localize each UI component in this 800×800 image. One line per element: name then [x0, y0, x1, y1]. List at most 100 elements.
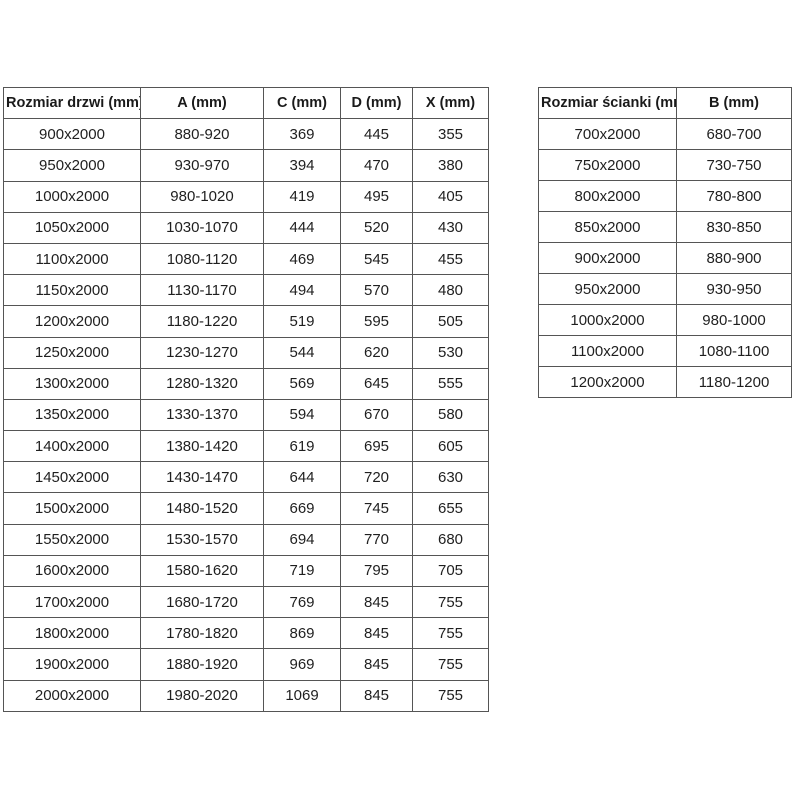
- table-cell: 619: [263, 430, 341, 463]
- table-cell: 1000x2000: [538, 304, 677, 336]
- table-cell: 569: [263, 367, 341, 400]
- table-cell: 770: [340, 523, 413, 556]
- table-cell: 645: [340, 367, 413, 400]
- table-row: 1300x2000 1280-1320 569 645 555: [3, 367, 489, 400]
- table-cell: 880-900: [676, 242, 792, 274]
- table-cell: 850x2000: [538, 211, 677, 243]
- table-cell: 1080-1120: [140, 242, 264, 276]
- table-cell: 380: [412, 149, 489, 182]
- table-cell: 1200x2000: [538, 366, 677, 398]
- table-cell: 1069: [263, 679, 341, 712]
- column-header: B (mm): [676, 87, 792, 119]
- table-cell: 470: [340, 149, 413, 182]
- table-cell: 419: [263, 180, 341, 213]
- table-cell: 669: [263, 492, 341, 525]
- table-cell: 1550x2000: [3, 523, 141, 556]
- table-cell: 830-850: [676, 211, 792, 243]
- column-header: X (mm): [412, 86, 489, 120]
- table-row: 1200x2000 1180-1220 519 595 505: [3, 305, 489, 338]
- table-cell: 980-1020: [140, 180, 264, 213]
- table-cell: 1800x2000: [3, 617, 141, 650]
- table-row: 1550x2000 1530-1570 694 770 680: [3, 523, 489, 556]
- table-cell: 720: [340, 461, 413, 494]
- table-cell: 430: [412, 211, 489, 244]
- table-row: 700x2000 680-700: [538, 118, 792, 150]
- table-cell: 1150x2000: [3, 274, 141, 307]
- table-row: 1100x2000 1080-1100: [538, 335, 792, 367]
- table-cell: 530: [412, 336, 489, 369]
- door-size-table: Rozmiar drzwi (mm) A (mm) C (mm) D (mm) X (m…: [3, 86, 489, 712]
- table-cell: 769: [263, 585, 341, 619]
- table-row: 1800x2000 1780-1820 869 845 755: [3, 617, 489, 650]
- table-cell: 680-700: [676, 118, 792, 150]
- table-cell: 950x2000: [538, 273, 677, 305]
- table-cell: 1300x2000: [3, 367, 141, 400]
- table-cell: 755: [412, 679, 489, 712]
- table-cell: 1900x2000: [3, 648, 141, 681]
- header-row: Rozmiar ścianki (mm) B (mm): [538, 87, 792, 119]
- table-row: 900x2000 880-900: [538, 242, 792, 274]
- table-cell: 670: [340, 398, 413, 432]
- table-cell: 1180-1200: [676, 366, 792, 398]
- table-cell: 1480-1520: [140, 492, 264, 525]
- table-row: 950x2000 930-950: [538, 273, 792, 305]
- table-cell: 620: [340, 336, 413, 369]
- table-cell: 1400x2000: [3, 430, 141, 463]
- table-cell: 644: [263, 461, 341, 494]
- table-cell: 780-800: [676, 180, 792, 212]
- table-cell: 369: [263, 118, 341, 151]
- table-cell: 1230-1270: [140, 336, 264, 369]
- table-cell: 845: [340, 617, 413, 650]
- table-cell: 2000x2000: [3, 679, 141, 712]
- table-cell: 1430-1470: [140, 461, 264, 494]
- table-cell: 655: [412, 492, 489, 525]
- table-cell: 1980-2020: [140, 679, 264, 712]
- table-cell: 1100x2000: [538, 335, 677, 367]
- table-cell: 719: [263, 554, 341, 588]
- table-cell: 900x2000: [3, 118, 141, 151]
- table-cell: 705: [412, 554, 489, 588]
- table-cell: 755: [412, 648, 489, 681]
- table-row: 750x2000 730-750: [538, 149, 792, 181]
- table-cell: 845: [340, 648, 413, 681]
- table-row: 1450x2000 1430-1470 644 720 630: [3, 461, 489, 494]
- table-cell: 445: [340, 118, 413, 151]
- table-cell: 495: [340, 180, 413, 213]
- table-cell: 1330-1370: [140, 398, 264, 432]
- table-cell: 1380-1420: [140, 430, 264, 463]
- table-cell: 700x2000: [538, 118, 677, 150]
- table-row: 1600x2000 1580-1620 719 795 705: [3, 554, 489, 588]
- table-cell: 845: [340, 679, 413, 712]
- table-cell: 1780-1820: [140, 617, 264, 650]
- table-row: 1100x2000 1080-1120 469 545 455: [3, 242, 489, 276]
- column-header: A (mm): [140, 86, 264, 120]
- column-header: Rozmiar drzwi (mm): [3, 86, 141, 120]
- table-row: 1150x2000 1130-1170 494 570 480: [3, 274, 489, 307]
- table-row: 1000x2000 980-1000: [538, 304, 792, 336]
- column-header: D (mm): [340, 86, 413, 120]
- table-cell: 570: [340, 274, 413, 307]
- table-cell: 1580-1620: [140, 554, 264, 588]
- table-row: 800x2000 780-800: [538, 180, 792, 212]
- table-row: 2000x2000 1980-2020 1069 845 755: [3, 679, 489, 712]
- table-cell: 1280-1320: [140, 367, 264, 400]
- column-header: Rozmiar ścianki (mm): [538, 87, 677, 119]
- table-row: 1900x2000 1880-1920 969 845 755: [3, 648, 489, 681]
- table-row: 1350x2000 1330-1370 594 670 580: [3, 398, 489, 432]
- table-cell: 980-1000: [676, 304, 792, 336]
- table-cell: 800x2000: [538, 180, 677, 212]
- table-cell: 595: [340, 305, 413, 338]
- table-cell: 1700x2000: [3, 585, 141, 619]
- table-cell: 494: [263, 274, 341, 307]
- table-cell: 1000x2000: [3, 180, 141, 213]
- table-cell: 880-920: [140, 118, 264, 151]
- table-cell: 1100x2000: [3, 242, 141, 276]
- wall-size-table: Rozmiar ścianki (mm) B (mm) 700x2000 680-70…: [538, 87, 792, 398]
- table-cell: 1030-1070: [140, 211, 264, 244]
- table-row: 1400x2000 1380-1420 619 695 605: [3, 430, 489, 463]
- table-cell: 755: [412, 585, 489, 619]
- table-cell: 1130-1170: [140, 274, 264, 307]
- table-cell: 1350x2000: [3, 398, 141, 432]
- table-row: 1000x2000 980-1020 419 495 405: [3, 180, 489, 213]
